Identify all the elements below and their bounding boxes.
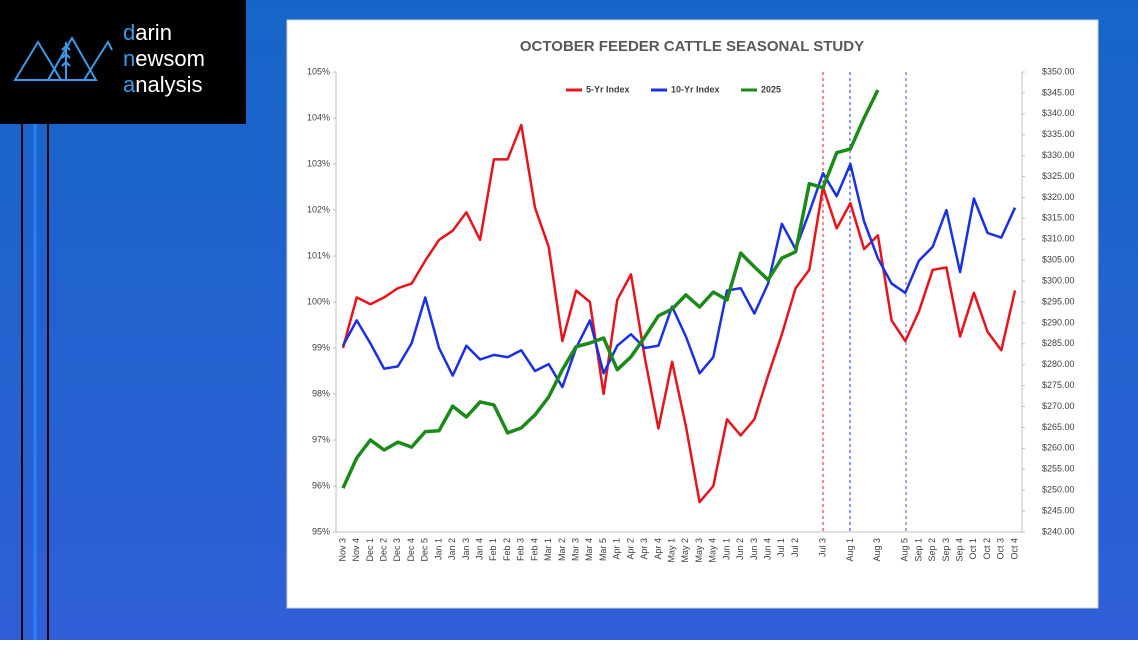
y2-tick-label: $340.00 bbox=[1042, 108, 1075, 118]
y-tick-label: 95% bbox=[312, 526, 330, 536]
x-tick-label: Sep 2 bbox=[927, 538, 937, 562]
y-tick-label: 101% bbox=[307, 250, 330, 260]
y2-tick-label: $330.00 bbox=[1042, 150, 1075, 160]
logo-box bbox=[0, 0, 246, 124]
y2-tick-label: $255.00 bbox=[1042, 464, 1075, 474]
y2-tick-label: $295.00 bbox=[1042, 296, 1075, 306]
y2-tick-label: $270.00 bbox=[1042, 401, 1075, 411]
x-tick-label: Mar 4 bbox=[584, 538, 594, 561]
y-tick-label: 103% bbox=[307, 158, 330, 168]
y-tick-label: 104% bbox=[307, 112, 330, 122]
y2-tick-label: $350.00 bbox=[1042, 66, 1075, 76]
x-tick-label: Dec 5 bbox=[420, 538, 430, 562]
x-tick-label: Oct 4 bbox=[1009, 538, 1019, 560]
x-tick-label: Feb 2 bbox=[502, 538, 512, 561]
x-tick-label: Aug 1 bbox=[845, 538, 855, 562]
x-tick-label: Sep 4 bbox=[955, 538, 965, 562]
x-tick-label: Mar 2 bbox=[557, 538, 567, 561]
y2-tick-label: $265.00 bbox=[1042, 422, 1075, 432]
y2-tick-label: $280.00 bbox=[1042, 359, 1075, 369]
y2-tick-label: $245.00 bbox=[1042, 505, 1075, 515]
x-tick-label: Feb 4 bbox=[529, 538, 539, 561]
x-tick-label: Mar 3 bbox=[571, 538, 581, 561]
y-tick-label: 102% bbox=[307, 204, 330, 214]
x-tick-label: Jul 2 bbox=[790, 538, 800, 557]
x-tick-label: Nov 3 bbox=[337, 538, 347, 562]
legend-label: 5-Yr Index bbox=[586, 84, 630, 94]
logo-text: newsom bbox=[123, 46, 205, 71]
x-tick-label: Mar 1 bbox=[543, 538, 553, 561]
x-tick-label: Jul 3 bbox=[817, 538, 827, 557]
y2-tick-label: $250.00 bbox=[1042, 485, 1075, 495]
x-tick-label: Jun 1 bbox=[721, 538, 731, 560]
x-tick-label: May 2 bbox=[680, 538, 690, 563]
y2-tick-label: $300.00 bbox=[1042, 275, 1075, 285]
y2-tick-label: $290.00 bbox=[1042, 317, 1075, 327]
x-tick-label: May 4 bbox=[708, 538, 718, 563]
x-tick-label: Jun 4 bbox=[763, 538, 773, 560]
x-tick-label: Jul 1 bbox=[776, 538, 786, 557]
y2-tick-label: $260.00 bbox=[1042, 443, 1075, 453]
legend-label: 2025 bbox=[761, 84, 781, 94]
y-tick-label: 100% bbox=[307, 296, 330, 306]
x-tick-label: Aug 3 bbox=[872, 538, 882, 562]
x-tick-label: Mar 5 bbox=[598, 538, 608, 561]
y2-tick-label: $305.00 bbox=[1042, 255, 1075, 265]
chart-title: OCTOBER FEEDER CATTLE SEASONAL STUDY bbox=[520, 38, 864, 55]
y2-tick-label: $285.00 bbox=[1042, 338, 1075, 348]
x-tick-label: Feb 3 bbox=[516, 538, 526, 561]
x-tick-label: Jan 1 bbox=[433, 538, 443, 560]
x-tick-label: Jan 2 bbox=[447, 538, 457, 560]
legend-label: 10-Yr Index bbox=[671, 84, 720, 94]
y2-tick-label: $345.00 bbox=[1042, 87, 1075, 97]
chart-panel bbox=[286, 19, 1099, 609]
y-tick-label: 99% bbox=[312, 342, 330, 352]
x-tick-label: Apr 2 bbox=[625, 538, 635, 560]
y-tick-label: 98% bbox=[312, 388, 330, 398]
series-line bbox=[341, 162, 1017, 389]
x-tick-label: Dec 2 bbox=[379, 538, 389, 562]
x-tick-label: Aug 5 bbox=[900, 538, 910, 562]
y2-tick-label: $335.00 bbox=[1042, 129, 1075, 139]
series-line bbox=[341, 89, 880, 489]
y2-tick-label: $325.00 bbox=[1042, 171, 1075, 181]
x-tick-label: Dec 1 bbox=[365, 538, 375, 562]
x-tick-label: May 3 bbox=[694, 538, 704, 563]
logo-text: darin bbox=[123, 20, 172, 45]
x-tick-label: Dec 4 bbox=[406, 538, 416, 562]
x-tick-label: Jun 3 bbox=[749, 538, 759, 560]
x-tick-label: Nov 4 bbox=[351, 538, 361, 562]
x-tick-label: Apr 1 bbox=[612, 538, 622, 560]
x-tick-label: Feb 1 bbox=[488, 538, 498, 561]
x-tick-label: Sep 1 bbox=[913, 538, 923, 562]
x-tick-label: Jan 3 bbox=[461, 538, 471, 560]
y-tick-label: 96% bbox=[312, 480, 330, 490]
x-tick-label: May 1 bbox=[667, 538, 677, 563]
y2-tick-label: $320.00 bbox=[1042, 192, 1075, 202]
y2-tick-label: $275.00 bbox=[1042, 380, 1075, 390]
y-tick-label: 105% bbox=[307, 66, 330, 76]
logo-icon bbox=[13, 35, 113, 81]
y2-tick-label: $315.00 bbox=[1042, 213, 1075, 223]
x-tick-label: Oct 3 bbox=[996, 538, 1006, 560]
y-tick-label: 97% bbox=[312, 434, 330, 444]
y2-tick-label: $310.00 bbox=[1042, 234, 1075, 244]
y2-tick-label: $240.00 bbox=[1042, 526, 1075, 536]
logo-text: analysis bbox=[123, 72, 203, 97]
x-tick-label: Oct 2 bbox=[982, 538, 992, 560]
series-line bbox=[341, 123, 1017, 504]
x-tick-label: Apr 4 bbox=[653, 538, 663, 560]
x-tick-label: Jan 4 bbox=[475, 538, 485, 560]
x-tick-label: Oct 1 bbox=[968, 538, 978, 560]
x-tick-label: Sep 3 bbox=[941, 538, 951, 562]
x-tick-label: Dec 3 bbox=[392, 538, 402, 562]
x-tick-label: Jun 2 bbox=[735, 538, 745, 560]
x-tick-label: Apr 3 bbox=[639, 538, 649, 560]
